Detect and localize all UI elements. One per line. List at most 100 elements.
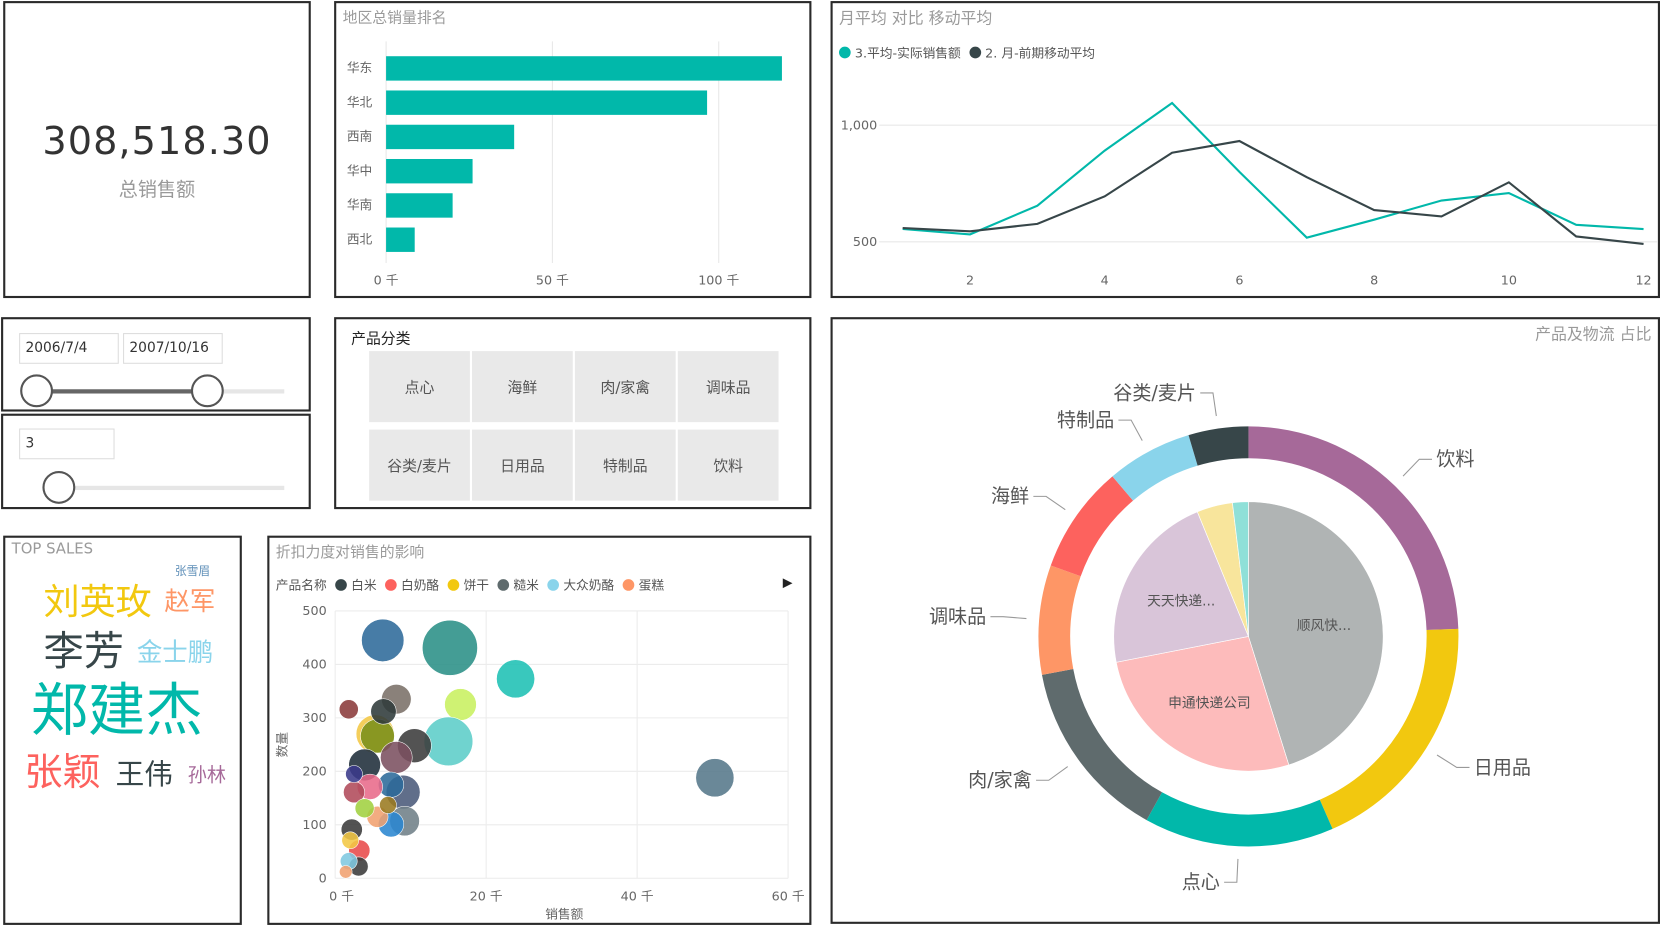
top-sales-word-cloud: TOP SALES 郑建杰 李芳 张颖 刘英玫 王伟 金士鹏 赵军 孙林 张雪眉 [3, 535, 242, 925]
bubble [422, 620, 478, 676]
y-tick-label: 0 [319, 871, 327, 886]
number-slider-handle[interactable] [42, 470, 76, 504]
word-cloud-word[interactable]: 郑建杰 [30, 676, 203, 744]
y-tick-label: 1,000 [841, 117, 877, 132]
donut-segment [1146, 792, 1333, 847]
leader-line [1436, 754, 1470, 768]
legend-item[interactable]: 蛋糕 [638, 578, 665, 593]
end-date-input[interactable]: 2007/10/16 [123, 333, 223, 364]
number-slicer: 3 [1, 413, 311, 510]
date-slider-start-handle[interactable] [20, 374, 54, 408]
y-tick-label: 100 [302, 817, 326, 832]
date-slider-end-handle[interactable] [190, 374, 224, 408]
word-cloud-word[interactable]: 刘英玫 [43, 581, 152, 624]
category-button[interactable]: 谷类/麦片 [369, 429, 470, 501]
word-cloud-word[interactable]: 李芳 [43, 627, 125, 675]
segment-label: 特制品 [1057, 408, 1114, 431]
word-cloud-word[interactable]: 孙林 [187, 764, 226, 788]
bar [386, 124, 515, 150]
legend-item[interactable]: 糙米 [513, 578, 539, 593]
segment-label: 肉/家禽 [968, 769, 1032, 792]
word-cloud-word[interactable]: 赵军 [164, 586, 216, 617]
leader-line [990, 616, 1027, 620]
bubble [695, 758, 735, 798]
legend-item[interactable]: 白米 [351, 578, 377, 593]
bubble [345, 765, 363, 783]
chart-title: 月平均 对比 移动平均 [839, 8, 993, 28]
bubble [341, 831, 360, 850]
bar [386, 158, 473, 184]
kpi-value: 308,518.30 [42, 119, 272, 164]
legend-item[interactable]: 大众奶酪 [563, 578, 615, 593]
legend-item[interactable]: 2. 月-前期移动平均 [985, 45, 1096, 61]
region-bar-chart: 地区总销量排名 0 千 50 千 100 千 华东 华北 西南 华中 华南 西北 [334, 1, 812, 299]
leader-line [1036, 766, 1069, 781]
y-tick-label: 400 [302, 657, 326, 672]
word-cloud-word[interactable]: 金士鹏 [136, 637, 214, 668]
donut-segment [1041, 669, 1163, 821]
leader-line [1402, 458, 1433, 477]
series-line [902, 101, 1644, 239]
category-button[interactable]: 特制品 [574, 429, 676, 501]
legend-item[interactable]: 饼干 [463, 578, 490, 593]
date-range-slicer: 2006/7/4 2007/10/16 [1, 317, 311, 412]
x-tick-label: 60 千 [772, 889, 805, 904]
category-button[interactable]: 日用品 [472, 429, 573, 501]
word-cloud-word[interactable]: 张颖 [24, 750, 101, 795]
category-button[interactable]: 调味品 [677, 351, 779, 423]
legend-marker-icon [385, 579, 397, 591]
donut-segment [1188, 426, 1249, 466]
scatter-legend: 产品名称 白米 白奶酪 饼干 糙米 大众奶酪 蛋糕 [276, 576, 664, 594]
y-tick-label: 华北 [347, 94, 373, 109]
leader-line [1224, 858, 1239, 883]
bar [386, 227, 415, 252]
category-slicer: 产品分类 点心 海鲜 肉/家禽 调味品 谷类/麦片 日用品 特制品 饮料 [334, 317, 812, 510]
donut-segment [1112, 435, 1198, 501]
segment-label: 调味品 [929, 605, 986, 628]
pie-slice [1248, 501, 1384, 766]
y-tick-label: 300 [302, 710, 326, 725]
date-slider-range [36, 389, 207, 394]
y-axis-label: 数量 [274, 732, 289, 758]
slice-label: 天天快递... [1147, 593, 1215, 609]
y-tick-label: 500 [853, 234, 877, 249]
legend-item[interactable]: 白奶酪 [400, 578, 440, 593]
word-cloud-word[interactable]: 王伟 [115, 758, 173, 792]
line-chart-svg: 500 1,000 2 4 6 8 10 12 [841, 101, 1658, 287]
y-tick-label: 华南 [347, 197, 372, 212]
bubble [370, 698, 397, 725]
bar [386, 56, 782, 81]
number-slider-track[interactable] [42, 485, 285, 491]
x-tick-label: 10 [1501, 272, 1517, 287]
start-date-input[interactable]: 2006/7/4 [19, 333, 119, 364]
x-tick-label: 20 千 [470, 889, 503, 904]
segment-label: 谷类/麦片 [1113, 381, 1196, 404]
category-button[interactable]: 海鲜 [472, 351, 573, 423]
legend-marker-icon [497, 579, 510, 591]
category-button[interactable]: 点心 [369, 351, 470, 423]
x-tick-label: 40 千 [621, 889, 654, 904]
legend-title: 产品名称 [275, 578, 327, 593]
x-tick-label: 12 [1635, 272, 1651, 287]
pie-slice [1115, 636, 1290, 772]
word-cloud-word[interactable]: 张雪眉 [175, 564, 211, 579]
y-tick-label: 200 [302, 764, 326, 779]
x-axis-label: 销售额 [545, 907, 583, 922]
leader-line [1118, 419, 1143, 441]
chart-title: 折扣力度对销售的影响 [275, 544, 425, 562]
legend-marker-icon [969, 46, 981, 59]
category-button[interactable]: 饮料 [677, 429, 779, 501]
leader-line [1033, 495, 1066, 511]
legend-item[interactable]: 3.平均-实际销售额 [854, 45, 961, 61]
slice-label: 申通快递公司 [1168, 695, 1251, 711]
chart-title: 产品及物流 占比 [1535, 324, 1652, 344]
number-input[interactable]: 3 [19, 428, 115, 460]
x-tick-label: 100 千 [698, 272, 739, 287]
y-tick-label: 华东 [347, 60, 372, 75]
legend-next-arrow-icon[interactable]: ▶ [782, 574, 793, 590]
bubble [339, 865, 353, 879]
x-tick-label: 0 千 [329, 889, 354, 904]
bubble [444, 688, 477, 721]
category-button[interactable]: 肉/家禽 [574, 351, 676, 423]
